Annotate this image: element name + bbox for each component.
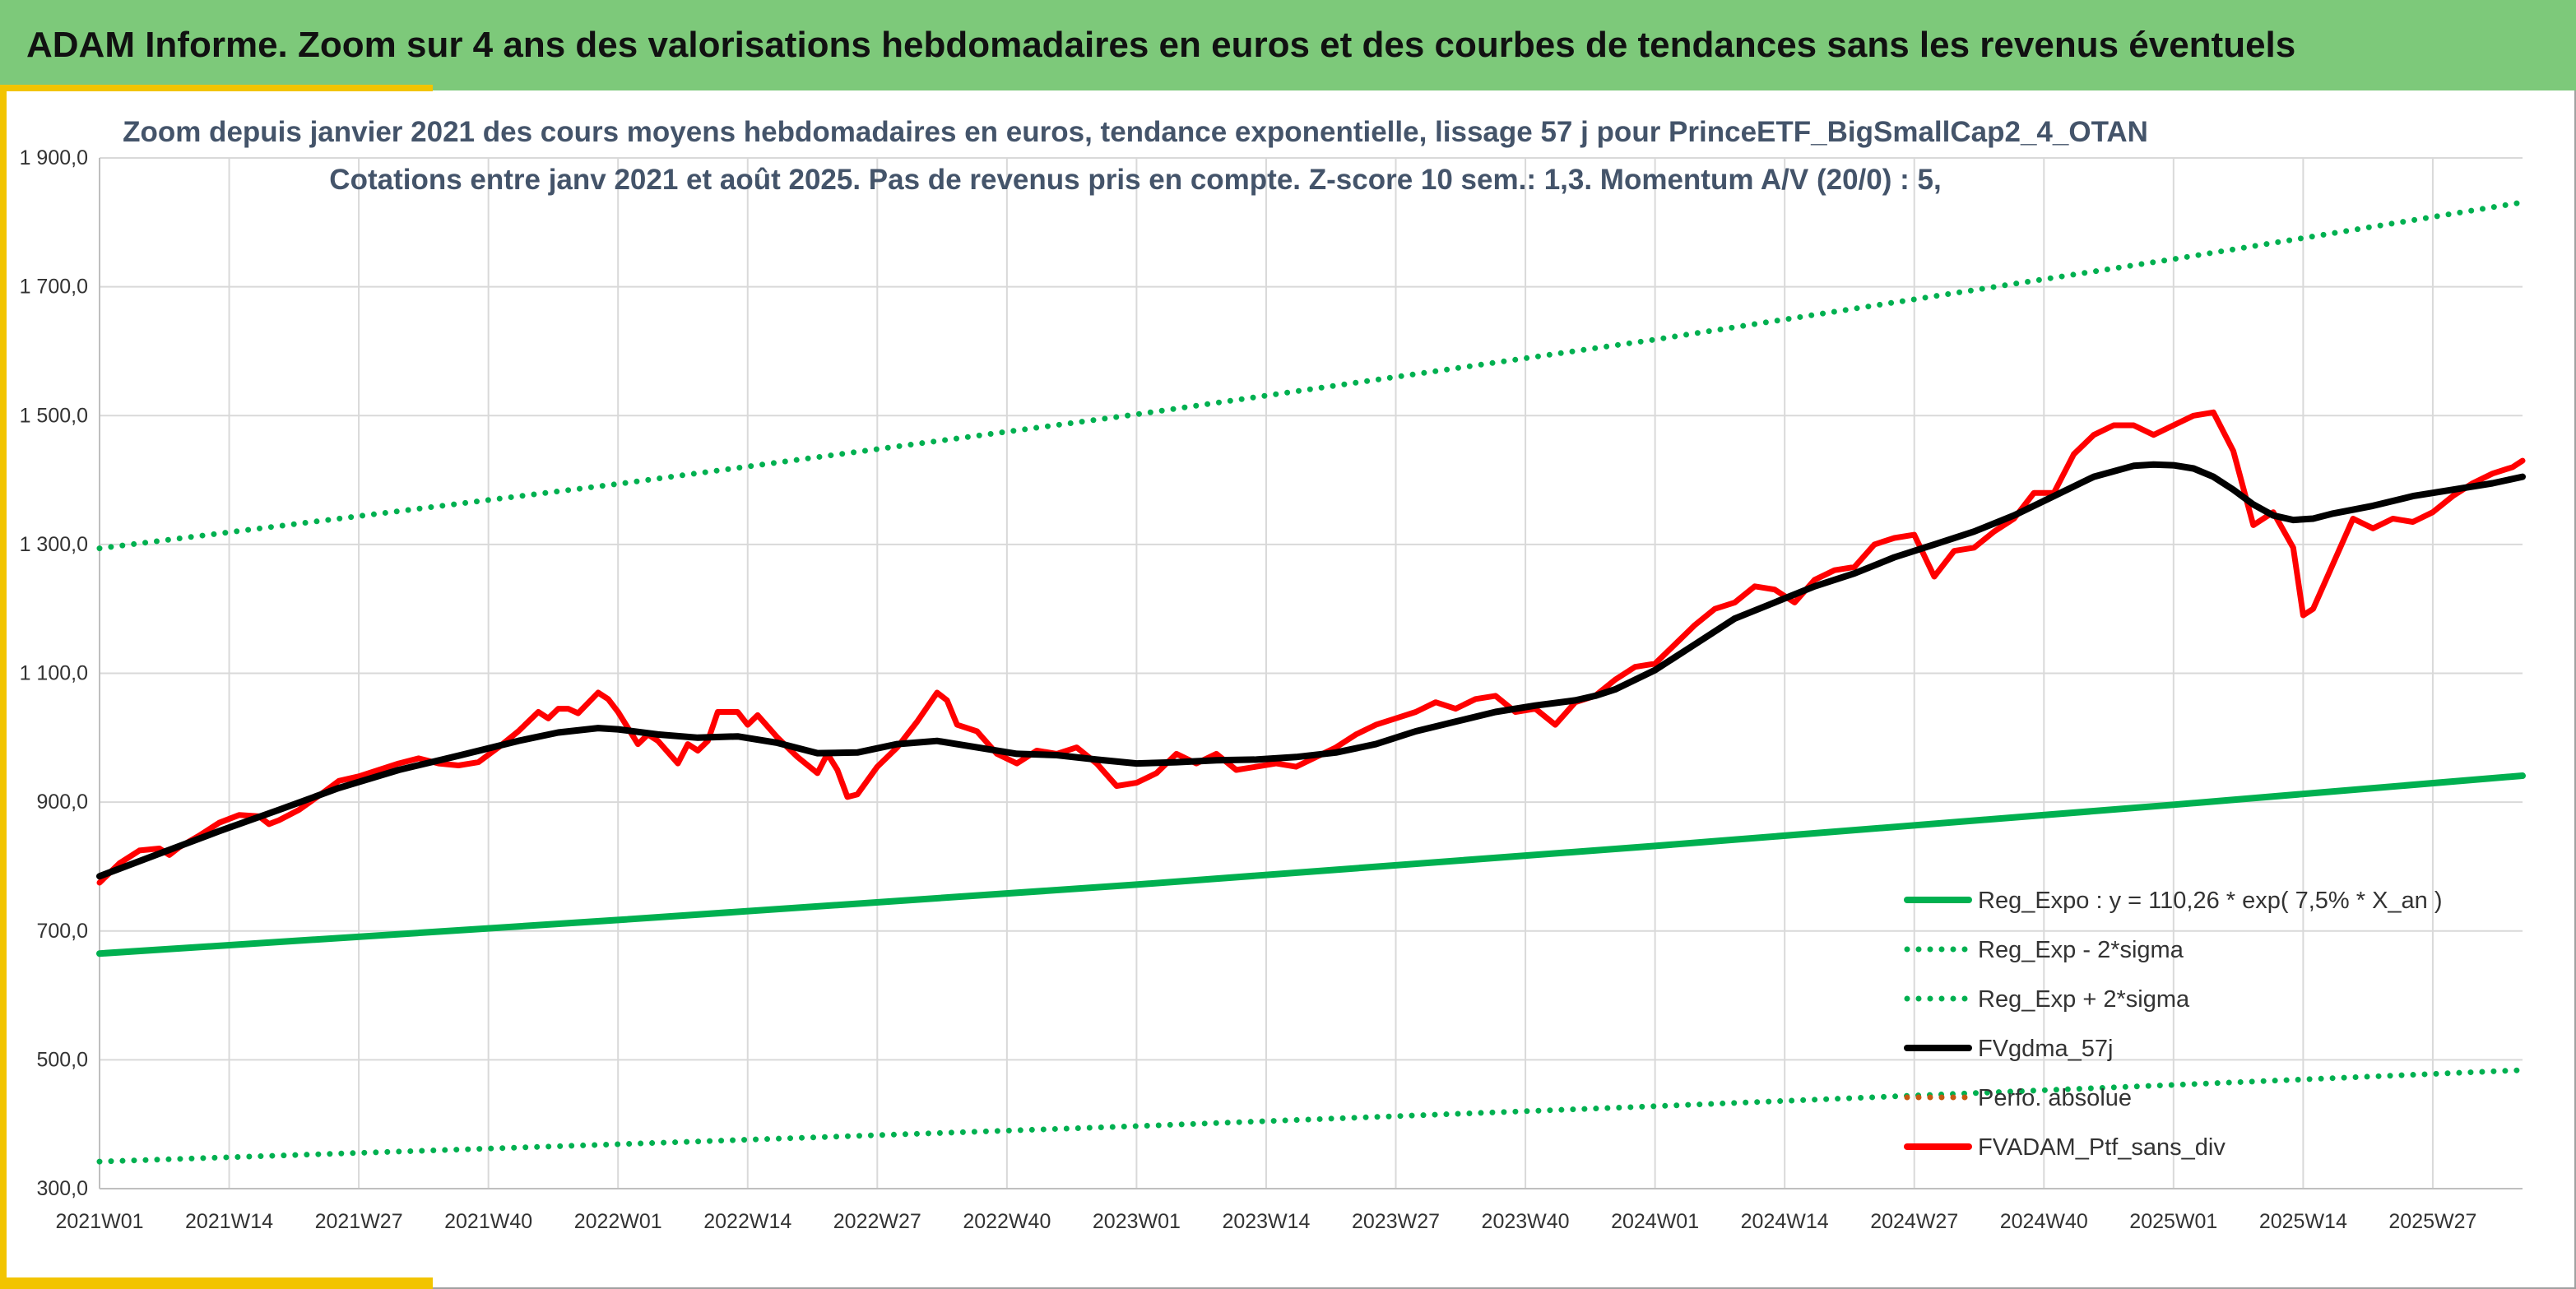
gridlines xyxy=(99,157,2523,1189)
x-tick-label: 2025W01 xyxy=(2129,1210,2217,1233)
x-tick-label: 2022W40 xyxy=(963,1210,1051,1233)
x-tick-label: 2024W40 xyxy=(2000,1210,2088,1233)
legend-label: Perfo. absolue xyxy=(1978,1085,2132,1111)
x-tick-label: 2021W01 xyxy=(55,1210,143,1233)
series-line xyxy=(96,409,2526,886)
x-tick-label: 2025W14 xyxy=(2259,1210,2347,1233)
y-tick-label: 1 500,0 xyxy=(20,404,88,427)
y-tick-label: 700,0 xyxy=(36,920,88,943)
x-tick-label: 2024W14 xyxy=(1741,1210,1829,1233)
legend: Reg_Expo : y = 110,26 * exp( 7,5% * X_an… xyxy=(1904,888,2443,1161)
x-tick-label: 2023W27 xyxy=(1352,1210,1440,1233)
report-title: ADAM Informe. Zoom sur 4 ans des valoris… xyxy=(26,25,2296,65)
x-tick-label: 2023W01 xyxy=(1093,1210,1181,1233)
y-tick-label: 900,0 xyxy=(36,791,88,814)
series-line xyxy=(96,1067,2526,1165)
x-tick-label: 2021W40 xyxy=(444,1210,532,1233)
legend-label: FVgdma_57j xyxy=(1978,1036,2113,1062)
legend-label: Reg_Exp - 2*sigma xyxy=(1978,937,2184,963)
legend-label: FVADAM_Ptf_sans_div xyxy=(1978,1134,2226,1161)
series-line xyxy=(96,772,2526,957)
x-tick-label: 2024W27 xyxy=(1870,1210,1958,1233)
x-tick-label: 2023W40 xyxy=(1482,1210,1570,1233)
x-axis-ticks: 2021W01 2021W14 2021W27 2021W40 2022W01 2022W… xyxy=(55,1210,2476,1233)
header-banner: ADAM Informe. Zoom sur 4 ans des valoris… xyxy=(0,0,2576,90)
series-line xyxy=(96,199,2526,552)
x-tick-label: 2025W27 xyxy=(2388,1210,2476,1233)
y-tick-label: 500,0 xyxy=(36,1048,88,1071)
legend-label: Reg_Expo : y = 110,26 * exp( 7,5% * X_an… xyxy=(1978,888,2443,914)
series-line xyxy=(96,461,2526,880)
chart-frame xyxy=(0,90,2576,1289)
y-tick-label: 1 300,0 xyxy=(20,533,88,556)
x-tick-label: 2022W27 xyxy=(833,1210,921,1233)
x-tick-label: 2022W01 xyxy=(574,1210,662,1233)
y-tick-label: 1 700,0 xyxy=(20,276,88,299)
x-tick-label: 2022W14 xyxy=(703,1210,791,1233)
series-lines xyxy=(96,199,2526,1165)
accent-bar-top xyxy=(0,85,433,91)
legend-label: Reg_Exp + 2*sigma xyxy=(1978,986,2190,1013)
x-tick-label: 2024W01 xyxy=(1611,1210,1699,1233)
y-tick-label: 300,0 xyxy=(36,1177,88,1200)
x-tick-label: 2021W27 xyxy=(315,1210,403,1233)
accent-bar-bottom xyxy=(0,1277,433,1289)
x-tick-label: 2021W14 xyxy=(185,1210,273,1233)
chart-subtitle: Cotations entre janv 2021 et août 2025. … xyxy=(329,164,1941,196)
y-tick-label: 1 100,0 xyxy=(20,662,88,685)
chart-title: Zoom depuis janvier 2021 des cours moyen… xyxy=(123,116,2148,148)
x-tick-label: 2023W14 xyxy=(1222,1210,1310,1233)
y-axis-ticks: 1 900,0 1 700,0 1 500,0 1 300,0 1 100,0 900,0… xyxy=(20,146,88,1200)
y-tick-label: 1 900,0 xyxy=(20,146,88,169)
